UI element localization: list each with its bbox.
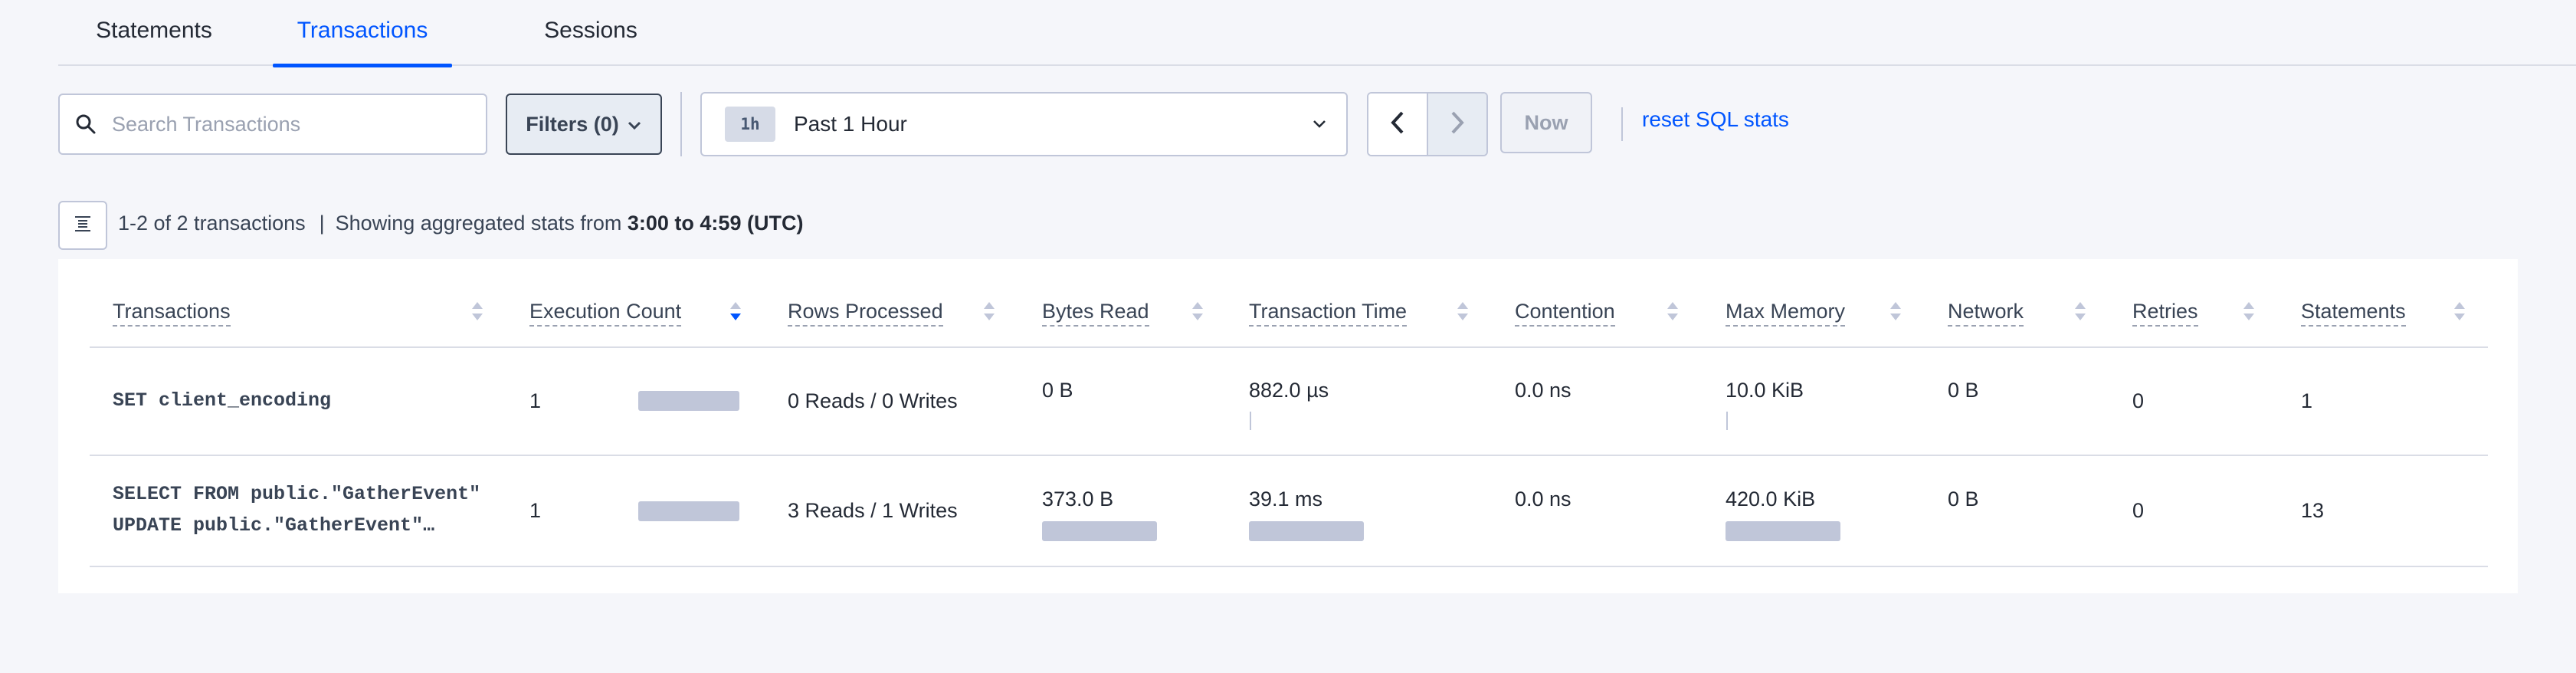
now-label: Now [1524, 110, 1568, 134]
tab-bar: Statements Transactions Sessions [58, 0, 2576, 67]
rows-processed-value: 0 Reads / 0 Writes [788, 389, 958, 412]
filters-button[interactable]: Filters (0) [506, 94, 662, 155]
bytes-read-value: 373.0 B [1042, 488, 1114, 510]
column-header-transaction-time[interactable]: Transaction Time [1249, 299, 1408, 327]
tab-statements[interactable]: Statements [81, 0, 227, 66]
search-box[interactable] [58, 94, 487, 155]
summary-prefix: Showing aggregated stats from [335, 212, 622, 235]
network-value: 0 B [1948, 379, 1979, 402]
retries-value: 0 [2132, 499, 2145, 522]
column-header-transactions[interactable]: Transactions [113, 299, 231, 327]
transaction-text[interactable]: SELECT FROM public."GatherEvent" [113, 483, 481, 505]
sort-icon[interactable] [1456, 297, 1470, 325]
summary-separator: | [319, 212, 325, 235]
tab-label: Transactions [297, 18, 428, 43]
execution-count-bar [638, 501, 739, 521]
active-tab-indicator [273, 64, 452, 67]
execution-count-value: 1 [529, 499, 542, 522]
next-time-button[interactable] [1428, 94, 1486, 155]
sort-icon[interactable] [982, 297, 996, 325]
tab-label: Sessions [544, 18, 637, 43]
reset-sql-stats-link[interactable]: reset SQL stats [1642, 107, 1789, 131]
transaction-text[interactable]: SET client_encoding [113, 389, 332, 412]
max-memory-value: 420.0 KiB [1726, 488, 1816, 510]
sort-icon[interactable] [1889, 297, 1903, 325]
toolbar-divider [1621, 107, 1623, 141]
contention-value: 0.0 ns [1515, 379, 1571, 402]
toolbar-divider [680, 92, 682, 156]
max-memory-value: 10.0 KiB [1726, 379, 1804, 402]
chevron-left-icon [1391, 110, 1404, 139]
transaction-text[interactable]: UPDATE public."GatherEvent"… [113, 514, 435, 537]
chevron-down-icon [1293, 119, 1346, 130]
column-header-bytes-read[interactable]: Bytes Read [1042, 299, 1149, 327]
column-header-retries[interactable]: Retries [2132, 299, 2198, 327]
bytes-read-value: 0 B [1042, 379, 1073, 402]
tab-label: Statements [96, 18, 212, 43]
sort-icon[interactable] [470, 297, 484, 325]
column-header-execution-count[interactable]: Execution Count [529, 299, 682, 327]
column-selector-button[interactable] [58, 201, 107, 250]
search-input[interactable] [112, 101, 486, 147]
results-summary: 1-2 of 2 transactions | Showing aggregated… [118, 212, 803, 235]
max-memory-bar [1726, 521, 1840, 541]
time-range-badge: 1h [725, 107, 775, 142]
network-value: 0 B [1948, 488, 1979, 510]
column-header-network[interactable]: Network [1948, 299, 2024, 327]
max-memory-bar [1726, 412, 1728, 430]
bytes-read-bar [1042, 521, 1157, 541]
result-count: 1-2 of 2 transactions [118, 212, 306, 235]
search-icon [60, 95, 112, 153]
chevron-down-icon [627, 113, 642, 136]
column-header-rows-processed[interactable]: Rows Processed [788, 299, 943, 327]
column-header-contention[interactable]: Contention [1515, 299, 1615, 327]
sort-icon[interactable] [1191, 297, 1204, 325]
sort-icon[interactable] [2073, 297, 2087, 325]
filters-label: Filters (0) [526, 112, 619, 136]
execution-count-value: 1 [529, 389, 542, 412]
row-divider [90, 346, 2488, 348]
now-button[interactable]: Now [1500, 92, 1592, 153]
previous-time-button[interactable] [1368, 94, 1428, 155]
tab-sessions[interactable]: Sessions [519, 0, 662, 66]
execution-count-bar [638, 391, 739, 411]
column-header-statements[interactable]: Statements [2301, 299, 2406, 327]
transaction-time-value: 882.0 µs [1249, 379, 1329, 402]
rows-processed-value: 3 Reads / 1 Writes [788, 499, 958, 522]
time-range-select[interactable]: 1h Past 1 Hour [700, 92, 1348, 156]
statements-value: 13 [2301, 499, 2325, 522]
time-range-label: Past 1 Hour [794, 112, 907, 136]
transaction-time-value: 39.1 ms [1249, 488, 1323, 510]
contention-value: 0.0 ns [1515, 488, 1571, 510]
transaction-time-bar [1249, 521, 1364, 541]
sort-icon[interactable] [1666, 297, 1680, 325]
tab-transactions[interactable]: Transactions [273, 0, 452, 67]
retries-value: 0 [2132, 389, 2145, 412]
statements-value: 1 [2301, 389, 2313, 412]
sort-descending-icon[interactable] [729, 297, 742, 325]
sort-icon[interactable] [2242, 297, 2256, 325]
transaction-time-bar [1250, 412, 1251, 430]
summary-time-range: 3:00 to 4:59 (UTC) [627, 212, 804, 235]
row-divider [90, 566, 2488, 567]
sort-icon[interactable] [2453, 297, 2466, 325]
list-icon [73, 214, 93, 238]
time-pager [1367, 92, 1488, 156]
chevron-right-icon [1450, 110, 1464, 139]
row-divider [90, 455, 2488, 456]
column-header-max-memory[interactable]: Max Memory [1726, 299, 1846, 327]
